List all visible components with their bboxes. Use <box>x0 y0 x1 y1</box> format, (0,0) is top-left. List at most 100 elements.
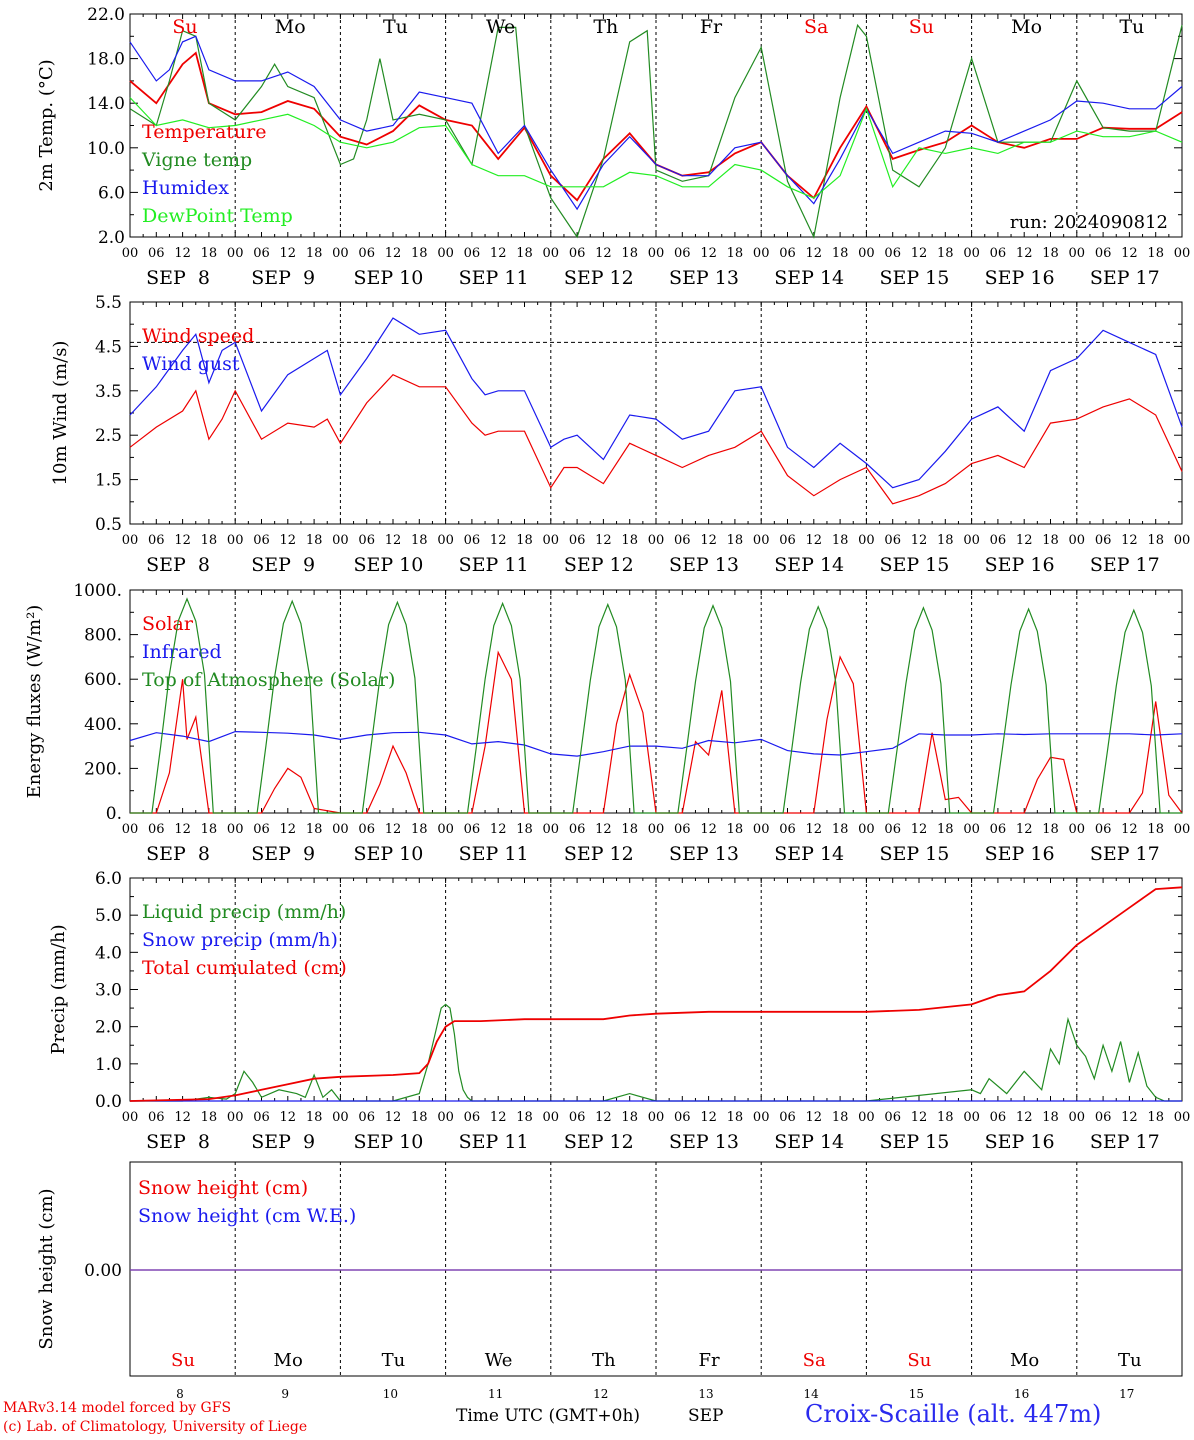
day-number-label: 9 <box>281 1387 289 1401</box>
hour-tick-label: 06 <box>1095 246 1112 261</box>
day-name-label: Mo <box>1010 1350 1039 1371</box>
hour-tick-label: 12 <box>1016 822 1033 837</box>
hour-tick-label: 18 <box>201 246 218 261</box>
y-tick-label: 18.0 <box>87 50 125 70</box>
hour-tick-label: 18 <box>621 533 638 548</box>
hour-tick-label: 00 <box>858 1110 875 1125</box>
hour-tick-label: 18 <box>1042 246 1059 261</box>
series-line-wind-speed <box>129 373 1183 505</box>
legend-entry: Solar <box>142 613 194 635</box>
hour-tick-label: 00 <box>437 1110 454 1125</box>
hour-tick-label: 18 <box>727 246 744 261</box>
hour-tick-label: 18 <box>832 822 849 837</box>
date-label: SEP 13 <box>669 554 739 576</box>
hour-tick-label: 06 <box>358 1110 375 1125</box>
date-label: SEP 13 <box>669 267 739 289</box>
hour-tick-label: 12 <box>1016 1110 1033 1125</box>
hour-tick-label: 12 <box>385 822 402 837</box>
hour-tick-label: 12 <box>911 533 928 548</box>
hour-tick-label: 12 <box>595 246 612 261</box>
hour-tick-label: 06 <box>464 1110 481 1125</box>
date-label: SEP 8 <box>146 1131 210 1153</box>
day-number-label: 10 <box>383 1387 398 1401</box>
y-tick-label: 14.0 <box>87 94 125 114</box>
hour-tick-label: 18 <box>621 822 638 837</box>
legend-entry: DewPoint Temp <box>142 205 293 227</box>
day-name-label: Fr <box>698 1350 719 1371</box>
day-name-label: Mo <box>1011 16 1042 38</box>
hour-tick-label: 06 <box>779 533 796 548</box>
hour-tick-label: 00 <box>437 822 454 837</box>
hour-tick-label: 00 <box>332 822 349 837</box>
hour-tick-label: 00 <box>122 1110 139 1125</box>
hour-tick-label: 18 <box>1147 822 1164 837</box>
date-label: SEP 9 <box>251 267 315 289</box>
y-tick-label: 2.0 <box>95 1018 122 1038</box>
hour-tick-label: 12 <box>1121 533 1138 548</box>
hour-tick-label: 18 <box>832 533 849 548</box>
day-name-label: Fr <box>700 16 723 38</box>
hour-tick-label: 12 <box>806 533 823 548</box>
hour-tick-label: 18 <box>306 246 323 261</box>
legend-entry: Wind speed <box>142 325 254 347</box>
hour-tick-label: 18 <box>201 1110 218 1125</box>
y-tick-label: 400. <box>84 715 122 735</box>
hour-tick-label: 18 <box>516 822 533 837</box>
hour-tick-label: 12 <box>385 246 402 261</box>
y-tick-label: 2.0 <box>98 228 125 248</box>
y-tick-label: 10.0 <box>87 139 125 159</box>
hour-tick-label: 00 <box>858 246 875 261</box>
date-label: SEP 17 <box>1090 843 1160 865</box>
hour-tick-label: 00 <box>963 822 980 837</box>
hour-tick-label: 00 <box>332 1110 349 1125</box>
series-line-vigne-temp <box>129 23 1183 239</box>
hour-tick-label: 06 <box>884 1110 901 1125</box>
legend-entry: Snow height (cm W.E.) <box>138 1205 356 1227</box>
legend-entry: Wind gust <box>142 353 240 375</box>
y-tick-label: 1.5 <box>95 471 122 491</box>
hour-tick-label: 12 <box>595 533 612 548</box>
hour-tick-label: 00 <box>122 246 139 261</box>
hour-tick-label: 06 <box>464 533 481 548</box>
hour-tick-label: 00 <box>1174 246 1191 261</box>
y-tick-label: 6.0 <box>95 869 122 889</box>
hour-tick-label: 18 <box>727 1110 744 1125</box>
hour-tick-label: 00 <box>753 246 770 261</box>
run-annotation: run: 2024090812 <box>1010 212 1168 233</box>
hour-tick-label: 06 <box>884 822 901 837</box>
hour-tick-label: 00 <box>648 822 665 837</box>
y-tick-label: 1.0 <box>95 1055 122 1075</box>
hour-tick-label: 06 <box>884 533 901 548</box>
hour-tick-label: 06 <box>569 246 586 261</box>
hour-tick-label: 12 <box>490 1110 507 1125</box>
hour-tick-label: 12 <box>806 246 823 261</box>
day-number-label: 14 <box>804 1387 820 1401</box>
credit-line-1: MARv3.14 model forced by GFS <box>3 1400 232 1416</box>
series-line-total-cumulated-cm <box>129 886 1183 1102</box>
hour-tick-label: 06 <box>674 822 691 837</box>
legend-entry: Humidex <box>142 177 229 199</box>
hour-tick-label: 18 <box>201 533 218 548</box>
hour-tick-label: 12 <box>911 822 928 837</box>
hour-tick-label: 00 <box>332 246 349 261</box>
date-label: SEP 14 <box>774 843 844 865</box>
hour-tick-label: 06 <box>990 1110 1007 1125</box>
date-label: SEP 17 <box>1090 267 1160 289</box>
day-name-label: Tu <box>382 1350 406 1371</box>
date-label: SEP 15 <box>879 267 949 289</box>
hour-tick-label: 00 <box>227 246 244 261</box>
y-tick-label: 2.5 <box>95 426 122 446</box>
hour-tick-label: 00 <box>1069 822 1086 837</box>
date-label: SEP 14 <box>774 267 844 289</box>
hour-tick-label: 12 <box>174 822 191 837</box>
date-label: SEP 13 <box>669 843 739 865</box>
legend-entry: Snow precip (mm/h) <box>142 929 338 951</box>
hour-tick-label: 00 <box>227 1110 244 1125</box>
legend-entry: Liquid precip (mm/h) <box>142 901 346 923</box>
hour-tick-label: 06 <box>674 533 691 548</box>
y-axis-label: 2m Temp. (°C) <box>36 59 57 191</box>
y-axis-label: 10m Wind (m/s) <box>50 341 71 486</box>
hour-tick-label: 00 <box>858 533 875 548</box>
hour-tick-label: 18 <box>937 533 954 548</box>
y-tick-label: 6.0 <box>98 183 125 203</box>
